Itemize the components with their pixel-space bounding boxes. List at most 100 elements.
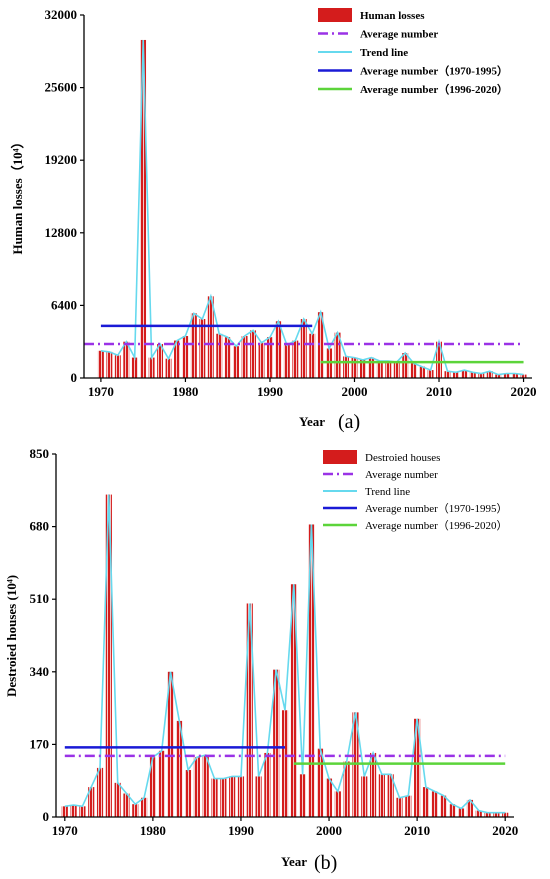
a-bar-2003: [376, 360, 383, 378]
a-bar-1974: [131, 357, 138, 378]
b-bar-2007: [387, 774, 394, 817]
a-bar-1985: [224, 337, 231, 378]
a-ytick-label-0: 0: [71, 370, 78, 385]
b-legend-label-3: Average number（1970-1995）: [365, 502, 507, 515]
b-bar-1985: [193, 757, 201, 817]
a-bar-1983: [207, 296, 214, 378]
b-bar-2014: [449, 804, 456, 817]
chart-panel-b: 0 170 340 510 680 850 1970 1980 1990 2000 2010 2020…: [4, 446, 518, 874]
b-bar-1991: [246, 603, 253, 817]
a-bar-2008: [419, 366, 426, 378]
b-bar-1996: [290, 584, 297, 817]
a-trend-line: [100, 39, 524, 376]
a-bar-1999: [343, 356, 349, 378]
a-bar-2000: [351, 357, 358, 378]
a-bar-1992: [283, 345, 290, 378]
b-ytick-label-1: 170: [30, 736, 50, 751]
a-bar-2011: [444, 371, 451, 378]
b-bar-1989: [229, 776, 236, 817]
b-bar-2017: [475, 810, 482, 817]
a-bar-1971: [106, 351, 113, 378]
b-bar-1992: [255, 776, 262, 817]
b-bar-1971: [70, 805, 77, 817]
a-bar-1994: [300, 319, 307, 378]
reference-lines-a: [84, 39, 524, 376]
b-ytick-label-4: 680: [30, 519, 50, 534]
b-bar-1975: [105, 494, 112, 817]
a-bar-1989: [258, 342, 265, 378]
a-bar-2002: [368, 357, 375, 378]
a-legend-label-4: Average number（1996-2020）: [360, 83, 508, 96]
a-bar-2013: [461, 370, 468, 378]
b-bar-1979: [140, 797, 148, 817]
a-legend-label-0: Human losses: [360, 10, 425, 22]
a-bar-2006: [402, 353, 409, 378]
a-bar-1973: [123, 341, 130, 378]
b-bar-1980: [149, 757, 156, 817]
b-ytick-label-0: 0: [43, 809, 50, 824]
a-bar-2007: [410, 363, 417, 378]
b-bar-1997: [299, 774, 306, 817]
a-ytick-label-1: 6400: [51, 297, 77, 312]
legend-b: Destroied houses Average number Trend line…: [323, 450, 507, 532]
b-ytick-label-2: 340: [30, 664, 50, 679]
x-axis-title-b: Year: [281, 854, 307, 869]
b-xtick-label-3: 2000: [316, 823, 342, 838]
b-bar-1990: [237, 776, 245, 817]
b-bar-2002: [343, 761, 350, 817]
a-ytick-label-5: 32000: [45, 7, 78, 22]
panel-label-a: (a): [338, 411, 360, 433]
a-bar-2009: [427, 370, 434, 378]
y-axis-title-b: Destroied houses (10⁴): [4, 575, 19, 697]
b-bar-2004: [361, 776, 368, 817]
b-legend-swatch-bars: [323, 450, 357, 464]
b-xtick-label-1: 1980: [140, 823, 166, 838]
b-bar-2009: [405, 795, 412, 817]
b-bar-1982: [167, 671, 174, 817]
b-bar-1995: [281, 710, 289, 817]
b-bar-2010: [414, 718, 421, 817]
a-legend-swatch-bars: [318, 8, 352, 22]
a-bar-1976: [148, 357, 155, 378]
b-bar-1993: [264, 752, 271, 817]
b-legend-label-2: Trend line: [365, 486, 410, 498]
b-bar-2019: [493, 812, 500, 817]
b-bar-1976: [114, 782, 121, 817]
a-bar-1977: [157, 343, 164, 378]
a-bar-2018: [503, 373, 510, 378]
b-bar-1970: [61, 806, 68, 817]
b-bar-1973: [88, 787, 95, 817]
b-bar-2016: [466, 799, 474, 817]
a-bar-1982: [199, 319, 206, 378]
a-bar-2005: [393, 362, 400, 378]
a-bar-1987: [241, 336, 248, 378]
a-xtick-label-0: 1970: [88, 384, 114, 399]
a-ytick-label-3: 19200: [45, 152, 78, 167]
reference-lines-b: [64, 494, 506, 814]
b-legend-label-1: Average number: [365, 469, 438, 481]
b-bar-2013: [440, 795, 447, 817]
a-bar-2004: [385, 360, 392, 378]
b-xtick-label-5: 2020: [492, 823, 518, 838]
b-xtick-label-0: 1970: [52, 823, 78, 838]
b-bar-2018: [484, 812, 491, 817]
b-bar-1988: [220, 778, 227, 817]
a-bar-2001: [359, 359, 366, 378]
a-bar-2019: [512, 373, 519, 378]
b-ytick-label-5: 850: [30, 446, 50, 461]
chart-panel-a: 0 6400 12800 19200 25600 32000 1970 1980 1990 200…: [10, 7, 537, 433]
b-legend-label-0: Destroied houses: [365, 452, 440, 464]
a-bar-1990: [267, 337, 273, 378]
y-axis-title-a: Human losses（10⁴）: [10, 135, 25, 254]
a-bar-2015: [478, 373, 485, 378]
b-bar-2015: [458, 808, 465, 817]
a-xtick-label-2: 1990: [257, 384, 283, 399]
a-bar-1991: [275, 321, 282, 378]
b-bar-2011: [422, 787, 430, 817]
b-bar-2000: [325, 778, 333, 817]
a-bar-1993: [292, 340, 299, 378]
a-bar-1970: [97, 350, 104, 378]
a-bar-1988: [250, 330, 257, 378]
b-bar-1981: [158, 750, 165, 817]
a-bar-1980: [182, 336, 189, 378]
